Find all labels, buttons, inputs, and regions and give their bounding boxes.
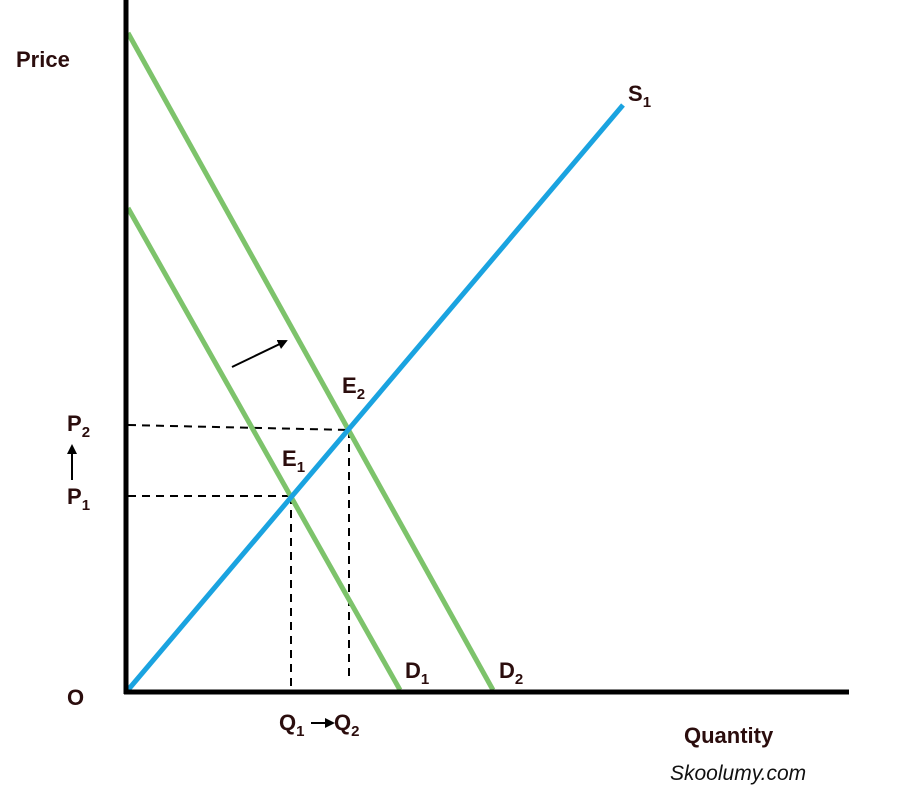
label-sub: 1 <box>82 497 90 514</box>
watermark: Skoolumy.com <box>670 762 806 785</box>
y-axis-label: Price <box>16 47 70 72</box>
supply-curve <box>126 103 625 692</box>
shift-arrow <box>231 339 288 368</box>
quantity-2-label: Q2 <box>334 710 359 740</box>
price-1-label: P1 <box>67 484 90 514</box>
label-main: D <box>499 658 515 683</box>
supply-label: S1 <box>628 81 651 111</box>
label-main: E <box>342 373 357 398</box>
price-2-label: P2 <box>67 411 90 441</box>
label-main: D <box>405 658 421 683</box>
label-sub: 1 <box>296 723 304 740</box>
x-axis-label: Quantity <box>684 723 774 748</box>
label-main: Q <box>334 710 351 735</box>
label-sub: 2 <box>351 723 359 740</box>
label-sub: 1 <box>421 671 429 688</box>
demand-1-label: D1 <box>405 658 429 688</box>
p2-guide <box>127 424 350 431</box>
quantity-1-label: Q1 <box>279 710 304 740</box>
label-sub: 2 <box>357 386 365 403</box>
label-sub: 2 <box>515 671 523 688</box>
origin-label: O <box>67 685 84 710</box>
equilibrium-1-label: E1 <box>282 446 305 476</box>
label-main: S <box>628 81 643 106</box>
label-sub: 1 <box>643 94 651 111</box>
label-sub: 2 <box>82 424 90 441</box>
label-sub: 1 <box>297 459 305 476</box>
label-main: E <box>282 446 297 471</box>
label-main: P <box>67 484 82 509</box>
demand-2-label: D2 <box>499 658 523 688</box>
equilibrium-2-label: E2 <box>342 373 365 403</box>
demand-curve-1 <box>125 206 403 692</box>
demand-curve-2 <box>125 31 496 692</box>
label-main: P <box>67 411 82 436</box>
label-main: Q <box>279 710 296 735</box>
